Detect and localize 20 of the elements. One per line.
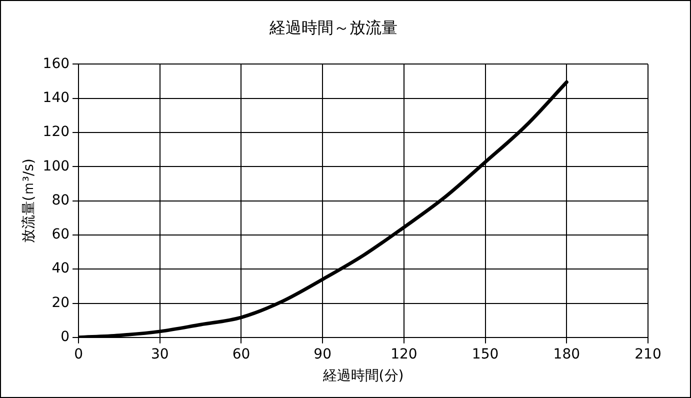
y-tick-label: 80 xyxy=(52,192,70,208)
x-tick-label: 60 xyxy=(232,346,250,362)
x-tick-label: 0 xyxy=(74,346,83,362)
y-axis-title: 放流量(ｍ³/s) xyxy=(21,158,38,244)
x-tick-label: 30 xyxy=(150,346,169,362)
x-tick-label: 210 xyxy=(634,346,662,362)
x-tick-label: 120 xyxy=(390,346,418,362)
x-axis-title: 経過時間(分) xyxy=(322,368,404,384)
y-tick-label: 140 xyxy=(42,90,70,106)
x-tick-label: 90 xyxy=(314,346,332,362)
y-tick-label: 60 xyxy=(52,226,70,243)
y-tick-label: 0 xyxy=(60,329,70,346)
x-tick-label: 180 xyxy=(553,346,580,362)
y-tick-label: 100 xyxy=(42,158,70,174)
y-tick-label: 120 xyxy=(42,124,70,140)
y-tick-label: 40 xyxy=(52,260,70,277)
x-tick-label: 150 xyxy=(472,346,499,362)
y-tick-label: 20 xyxy=(52,294,70,311)
chart-title: 経過時間～放流量 xyxy=(268,18,398,37)
y-tick-label: 160 xyxy=(42,56,70,72)
